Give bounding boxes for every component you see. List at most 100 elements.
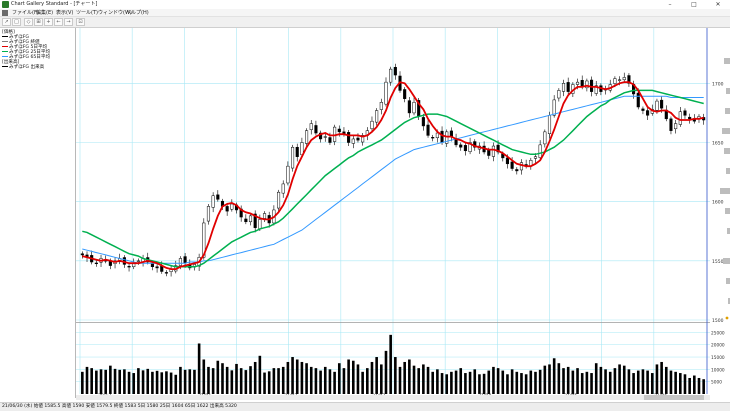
legend-price-header: [価格] [2, 30, 15, 35]
legend-item[interactable]: みずほFG 65日平均 [2, 55, 50, 60]
candle-body [258, 219, 262, 229]
volume-bar [333, 371, 336, 394]
candle-body [561, 83, 566, 92]
document-icon[interactable] [2, 10, 8, 16]
candle-body [510, 161, 514, 169]
maximize-button[interactable]: □ [691, 1, 697, 8]
volume-bar [412, 365, 416, 394]
volume-bar [309, 366, 313, 394]
y-tick-label: 1550 [712, 259, 724, 265]
candle-body [375, 110, 379, 123]
volume-bar [337, 363, 341, 394]
volume-bar [664, 366, 668, 394]
volume-bar [627, 369, 631, 394]
menu-view[interactable]: 表示(V) [56, 10, 74, 16]
volume-bar [646, 370, 649, 394]
draw-trendline-icon[interactable]: ↗ [2, 18, 11, 26]
scrollbar-thumb[interactable] [644, 395, 704, 400]
volume-bar [454, 370, 458, 394]
volume-profile-bar [725, 208, 730, 214]
candle-body [463, 145, 467, 152]
right-axis: 1700 1650 1600 1550 1500 25000 20000 15000 10000… [710, 28, 730, 398]
stock-chart[interactable]: 20/1221/0121/0221/0321/0421/0521/06 [76, 28, 710, 399]
menu-tools[interactable]: ツール(T) [76, 10, 98, 16]
volume-bar [679, 373, 682, 394]
candle-body [547, 115, 552, 134]
volume-bar [403, 361, 406, 394]
volume-bar [104, 369, 107, 394]
candle-body [370, 120, 374, 130]
volume-bar [417, 368, 420, 394]
candle-body [244, 218, 248, 223]
window-title: Chart Gallery Standard - [チャート] [11, 1, 98, 7]
candle-body [225, 206, 229, 212]
title-bar: Chart Gallery Standard - [チャート] – □ ✕ [0, 0, 730, 9]
grid-icon[interactable]: ⊞ [34, 18, 43, 26]
legend-item[interactable]: みずほFG 出来高 [2, 65, 44, 70]
status-bar: 21/06/30 (水) 始値 1585.5 高値 1590 安値 1579.5… [0, 402, 730, 411]
candle-body [669, 118, 673, 131]
candle-body [543, 131, 547, 145]
scroll-right-icon[interactable]: → [64, 18, 73, 26]
volume-bar [702, 379, 705, 394]
volume-bar [314, 368, 318, 394]
chart-area[interactable]: 20/1221/0121/0221/0321/0421/0521/06 [76, 28, 710, 399]
volume-bar [426, 366, 430, 394]
candle-body [150, 263, 154, 268]
candle-body [384, 81, 388, 105]
volume-bar [244, 370, 248, 394]
fit-icon[interactable]: ⊡ [76, 18, 85, 26]
volume-bar [342, 368, 346, 394]
volume-tick-label: 20000 [711, 343, 725, 349]
zoom-in-icon[interactable]: + [44, 18, 53, 26]
candle-body [426, 124, 430, 136]
volume-bar [253, 361, 257, 394]
candle-body [491, 145, 495, 157]
menu-file[interactable]: ファイル(F) [12, 10, 39, 16]
candle-body [435, 132, 439, 139]
volume-profile-bar [728, 298, 730, 304]
volume-bar [127, 371, 131, 394]
volume-bar [594, 363, 598, 394]
legend-item[interactable]: みずほFG [2, 35, 29, 40]
box-icon[interactable]: □ [12, 18, 21, 26]
menu-edit[interactable]: 編集(E) [36, 10, 54, 16]
volume-tick-label: 15000 [711, 355, 725, 361]
candle-body [351, 138, 355, 144]
horizontal-scrollbar[interactable] [76, 395, 710, 400]
y-tick-label: 1700 [712, 81, 724, 87]
volume-bar [305, 363, 308, 394]
legend-item[interactable]: みずほFG 25日平均 [2, 50, 50, 55]
close-button[interactable]: ✕ [715, 1, 721, 8]
volume-profile-bar [727, 228, 730, 234]
candle-body [445, 131, 449, 144]
legend-swatch [2, 35, 8, 38]
volume-bar [510, 369, 514, 394]
volume-bar [375, 357, 378, 394]
candle-body [575, 81, 580, 85]
volume-bar [277, 368, 280, 394]
volume-bar [137, 368, 140, 394]
scroll-left-icon[interactable]: ← [54, 18, 63, 26]
menu-help[interactable]: ヘルプ(H) [126, 10, 149, 16]
candle-body [678, 111, 682, 125]
legend-item[interactable]: みずほFG 5日平均 [2, 45, 47, 50]
volume-bar [211, 368, 215, 394]
volume-tick-label: 25000 [711, 330, 725, 336]
volume-bar [515, 371, 519, 394]
volume-bar [669, 370, 673, 394]
minimize-button[interactable]: – [668, 1, 672, 8]
diamond-icon[interactable]: ◇ [24, 18, 33, 26]
candle-body [552, 99, 556, 116]
volume-bar [347, 359, 350, 394]
candle-body [403, 89, 407, 99]
volume-bar [123, 369, 126, 394]
candle-body [211, 195, 215, 208]
legend-item[interactable]: みずほFG 終値 [2, 40, 40, 45]
volume-bar [538, 369, 542, 394]
ma65-line [82, 95, 704, 264]
menu-window[interactable]: ウィンドウ(W) [98, 10, 132, 16]
volume-bar [146, 368, 150, 394]
candle-body [585, 80, 589, 89]
volume-bar [221, 363, 224, 394]
